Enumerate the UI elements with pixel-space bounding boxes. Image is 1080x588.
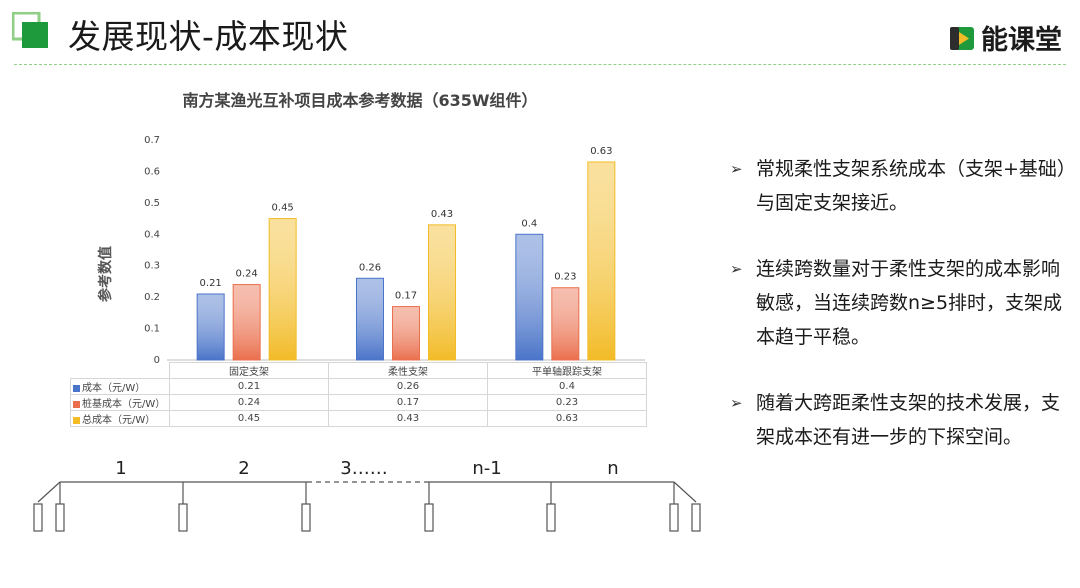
arrow-bullet-icon: ➢: [730, 160, 743, 178]
bar-value-label: 0.45: [272, 203, 294, 214]
bar: [587, 161, 616, 361]
chart-title: 南方某渔光互补项目成本参考数据（635W组件）: [182, 91, 537, 110]
table-header-row: 固定支架 柔性支架 平单轴跟踪支架: [71, 362, 647, 379]
bar-value-label: 0.26: [359, 262, 381, 273]
table-row: 成本（元/W） 0.21 0.26 0.4: [70, 378, 647, 395]
bullet-text: 常规柔性支架系统成本（支架+基础）与固定支架接近。: [756, 158, 1067, 214]
bullet-item: ➢ 随着大跨距柔性支架的技术发展，支架成本还有进一步的下探空间。: [730, 386, 1070, 454]
y-tick-label: 0.6: [144, 166, 160, 177]
table-value-cell: 0.63: [487, 410, 647, 427]
table-category-cell: 柔性支架: [328, 362, 488, 379]
table-series-cell: 总成本（元/W）: [70, 410, 170, 427]
bar-value-label: 0.17: [395, 291, 417, 302]
bullet-text: 连续跨数量对于柔性支架的成本影响敏感，当连续跨数n≥5排时，支架成本趋于平稳。: [756, 258, 1063, 348]
y-tick-label: 0.7: [144, 135, 160, 146]
brand-play-icon: [950, 26, 974, 50]
bar-value-label: 0.21: [200, 278, 222, 289]
cost-bar-chart: 南方某渔光互补项目成本参考数据（635W组件） 参考数值 00.10.20.30…: [97, 91, 645, 364]
bullet-list: ➢ 常规柔性支架系统成本（支架+基础）与固定支架接近。 ➢ 连续跨数量对于柔性支…: [730, 152, 1070, 486]
table-value-cell: 0.26: [328, 378, 488, 395]
cable-line: [37, 481, 697, 503]
bar: [428, 224, 456, 361]
chart-data-table: 固定支架 柔性支架 平单轴跟踪支架 成本（元/W） 0.21 0.26 0.4 桩基成本（元/…: [70, 362, 647, 427]
legend-swatch: [73, 384, 80, 392]
header-divider: [14, 64, 1066, 65]
legend-label: 桩基成本（元/W）: [82, 399, 166, 410]
arrow-bullet-icon: ➢: [730, 260, 743, 278]
y-axis-ticks: 0 0.1 0.2 0.3 0.4 0.5 0.6 0.7: [144, 135, 160, 364]
bar-value-label: 0.43: [431, 209, 453, 220]
bar-value-label: 0.63: [590, 146, 612, 157]
span-label-n: n: [607, 458, 618, 479]
arrow-bullet-icon: ➢: [730, 394, 743, 412]
span-label-1: 1: [115, 458, 126, 479]
page-title: 发展现状-成本现状: [68, 17, 349, 56]
brand-logo: 能课堂: [949, 18, 1062, 57]
table-corner-cell: [71, 363, 170, 379]
legend-swatch: [73, 400, 80, 408]
bar: [232, 284, 261, 361]
table-series-cell: 桩基成本（元/W）: [70, 394, 170, 411]
bar: [392, 306, 420, 361]
table-row: 桩基成本（元/W） 0.24 0.17 0.23: [70, 394, 647, 411]
table-value-cell: 0.23: [487, 394, 647, 411]
span-label-2: 2: [238, 458, 249, 479]
y-tick-label: 0.3: [144, 261, 160, 272]
bullet-item: ➢ 连续跨数量对于柔性支架的成本影响敏感，当连续跨数n≥5排时，支架成本趋于平稳…: [730, 252, 1070, 354]
table-value-cell: 0.45: [169, 410, 329, 427]
bar: [196, 293, 225, 361]
span-diagram: 1 2 3…… n-1 n: [33, 458, 701, 532]
legend-label: 总成本（元/W）: [82, 415, 156, 426]
table-value-cell: 0.43: [328, 410, 488, 427]
y-tick-label: 0: [154, 355, 160, 364]
y-tick-label: 0.2: [144, 292, 160, 303]
bullet-item: ➢ 常规柔性支架系统成本（支架+基础）与固定支架接近。: [730, 152, 1070, 220]
table-category-cell: 固定支架: [169, 362, 329, 379]
bar: [356, 277, 384, 361]
span-label-3: 3……: [340, 458, 387, 479]
support-posts: [33, 482, 701, 532]
brand-text: 能课堂: [981, 25, 1062, 56]
span-label-n-1: n-1: [472, 458, 501, 479]
table-category-cell: 平单轴跟踪支架: [487, 362, 647, 379]
table-value-cell: 0.24: [169, 394, 329, 411]
bar-value-label: 0.23: [554, 272, 576, 283]
bullet-text: 随着大跨距柔性支架的技术发展，支架成本还有进一步的下探空间。: [756, 392, 1061, 448]
table-value-cell: 0.21: [169, 378, 329, 395]
bar-series: 0.21 0.24 0.45 0.26 0.17 0.43 0.4 0.23 0.63: [196, 146, 616, 361]
bar-value-label: 0.4: [521, 218, 537, 229]
legend-label: 成本（元/W）: [82, 383, 146, 394]
title-square-icon: [12, 12, 48, 48]
y-tick-label: 0.1: [144, 324, 160, 335]
y-tick-label: 0.5: [144, 198, 160, 209]
legend-swatch: [73, 416, 80, 424]
table-value-cell: 0.17: [328, 394, 488, 411]
y-axis-label: 参考数值: [97, 246, 114, 302]
bar-value-label: 0.24: [236, 269, 258, 280]
bar: [515, 233, 544, 361]
table-series-cell: 成本（元/W）: [70, 378, 170, 395]
bar: [268, 218, 297, 361]
table-row: 总成本（元/W） 0.45 0.43 0.63: [70, 410, 647, 427]
bar: [551, 287, 580, 361]
table-value-cell: 0.4: [487, 378, 647, 395]
y-tick-label: 0.4: [144, 229, 160, 240]
